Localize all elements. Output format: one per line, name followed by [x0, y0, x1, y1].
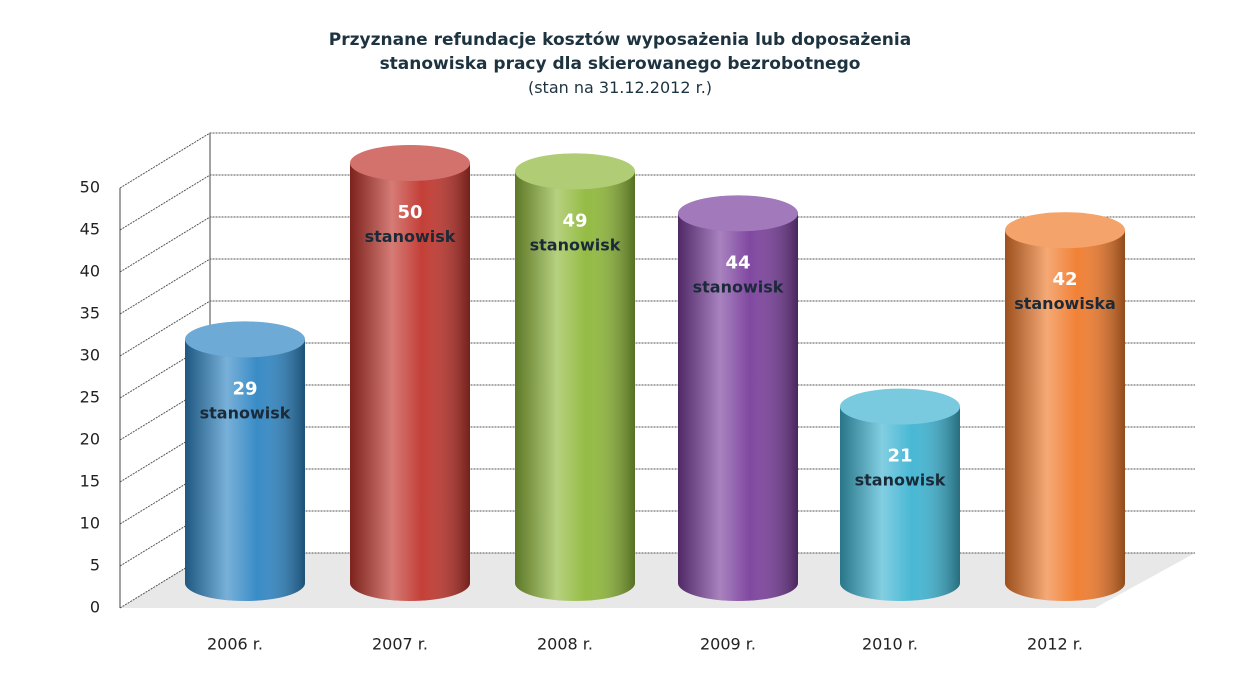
x-tick-label: 2010 r. [862, 635, 918, 654]
bar [1005, 212, 1125, 601]
y-tick-label: 5 [90, 556, 100, 575]
grid-line [119, 216, 1195, 273]
grid-line [119, 174, 1195, 231]
bar [840, 388, 960, 601]
data-label: 44 stanowisk [693, 252, 784, 296]
x-tick-label: 2009 r. [700, 635, 756, 654]
grid-line [119, 258, 1195, 315]
bar [350, 145, 470, 601]
bar [515, 153, 635, 601]
y-tick-label: 0 [90, 598, 100, 617]
chart-title: Przyznane refundacje kosztów wyposażenia… [328, 30, 912, 74]
x-tick-label: 2012 r. [1027, 635, 1083, 654]
y-tick-label: 25 [80, 388, 100, 407]
cylinder-top [840, 388, 960, 425]
cylinder-top [515, 153, 635, 190]
cylinder-top-highlight [678, 195, 798, 232]
cylinder-shading [185, 339, 305, 601]
grid-line [119, 132, 1195, 189]
grid-line [119, 300, 1195, 357]
cylinder-top [678, 195, 798, 232]
y-tick-label: 30 [80, 346, 100, 365]
cylinder-top [185, 321, 305, 358]
y-tick-label: 15 [80, 472, 100, 491]
y-tick-label: 50 [80, 178, 100, 197]
bar [678, 195, 798, 601]
cylinder-shading [515, 171, 635, 601]
cylinder-shading [1005, 230, 1125, 601]
cylinder-top-highlight [840, 388, 960, 425]
cylinder-shading [350, 163, 470, 601]
bar [185, 321, 305, 601]
x-tick-label: 2006 r. [207, 635, 263, 654]
data-label: 49 stanowisk [530, 210, 621, 254]
x-tick-label: 2007 r. [372, 635, 428, 654]
cylinder-top [350, 145, 470, 181]
cylinder-top-highlight [350, 145, 470, 181]
data-label: 21 stanowisk [855, 446, 946, 490]
cylinder-shading [678, 213, 798, 601]
x-tick-label: 2008 r. [537, 635, 593, 654]
y-tick-label: 45 [80, 220, 100, 239]
y-tick-label: 40 [80, 262, 100, 281]
cylinder-top-highlight [185, 321, 305, 358]
cylinder-top-highlight [1005, 212, 1125, 249]
data-label: 42 stanowiska [1014, 269, 1116, 313]
cylinder-top [1005, 212, 1125, 249]
data-label: 50 stanowisk [365, 202, 456, 246]
data-label: 29 stanowisk [200, 378, 291, 422]
y-tick-label: 35 [80, 304, 100, 323]
cylinder-top-highlight [515, 153, 635, 190]
chart-subtitle: (stan na 31.12.2012 r.) [527, 78, 713, 97]
y-tick-label: 10 [80, 514, 100, 533]
y-tick-label: 20 [80, 430, 100, 449]
cylinder-shading [840, 406, 960, 601]
